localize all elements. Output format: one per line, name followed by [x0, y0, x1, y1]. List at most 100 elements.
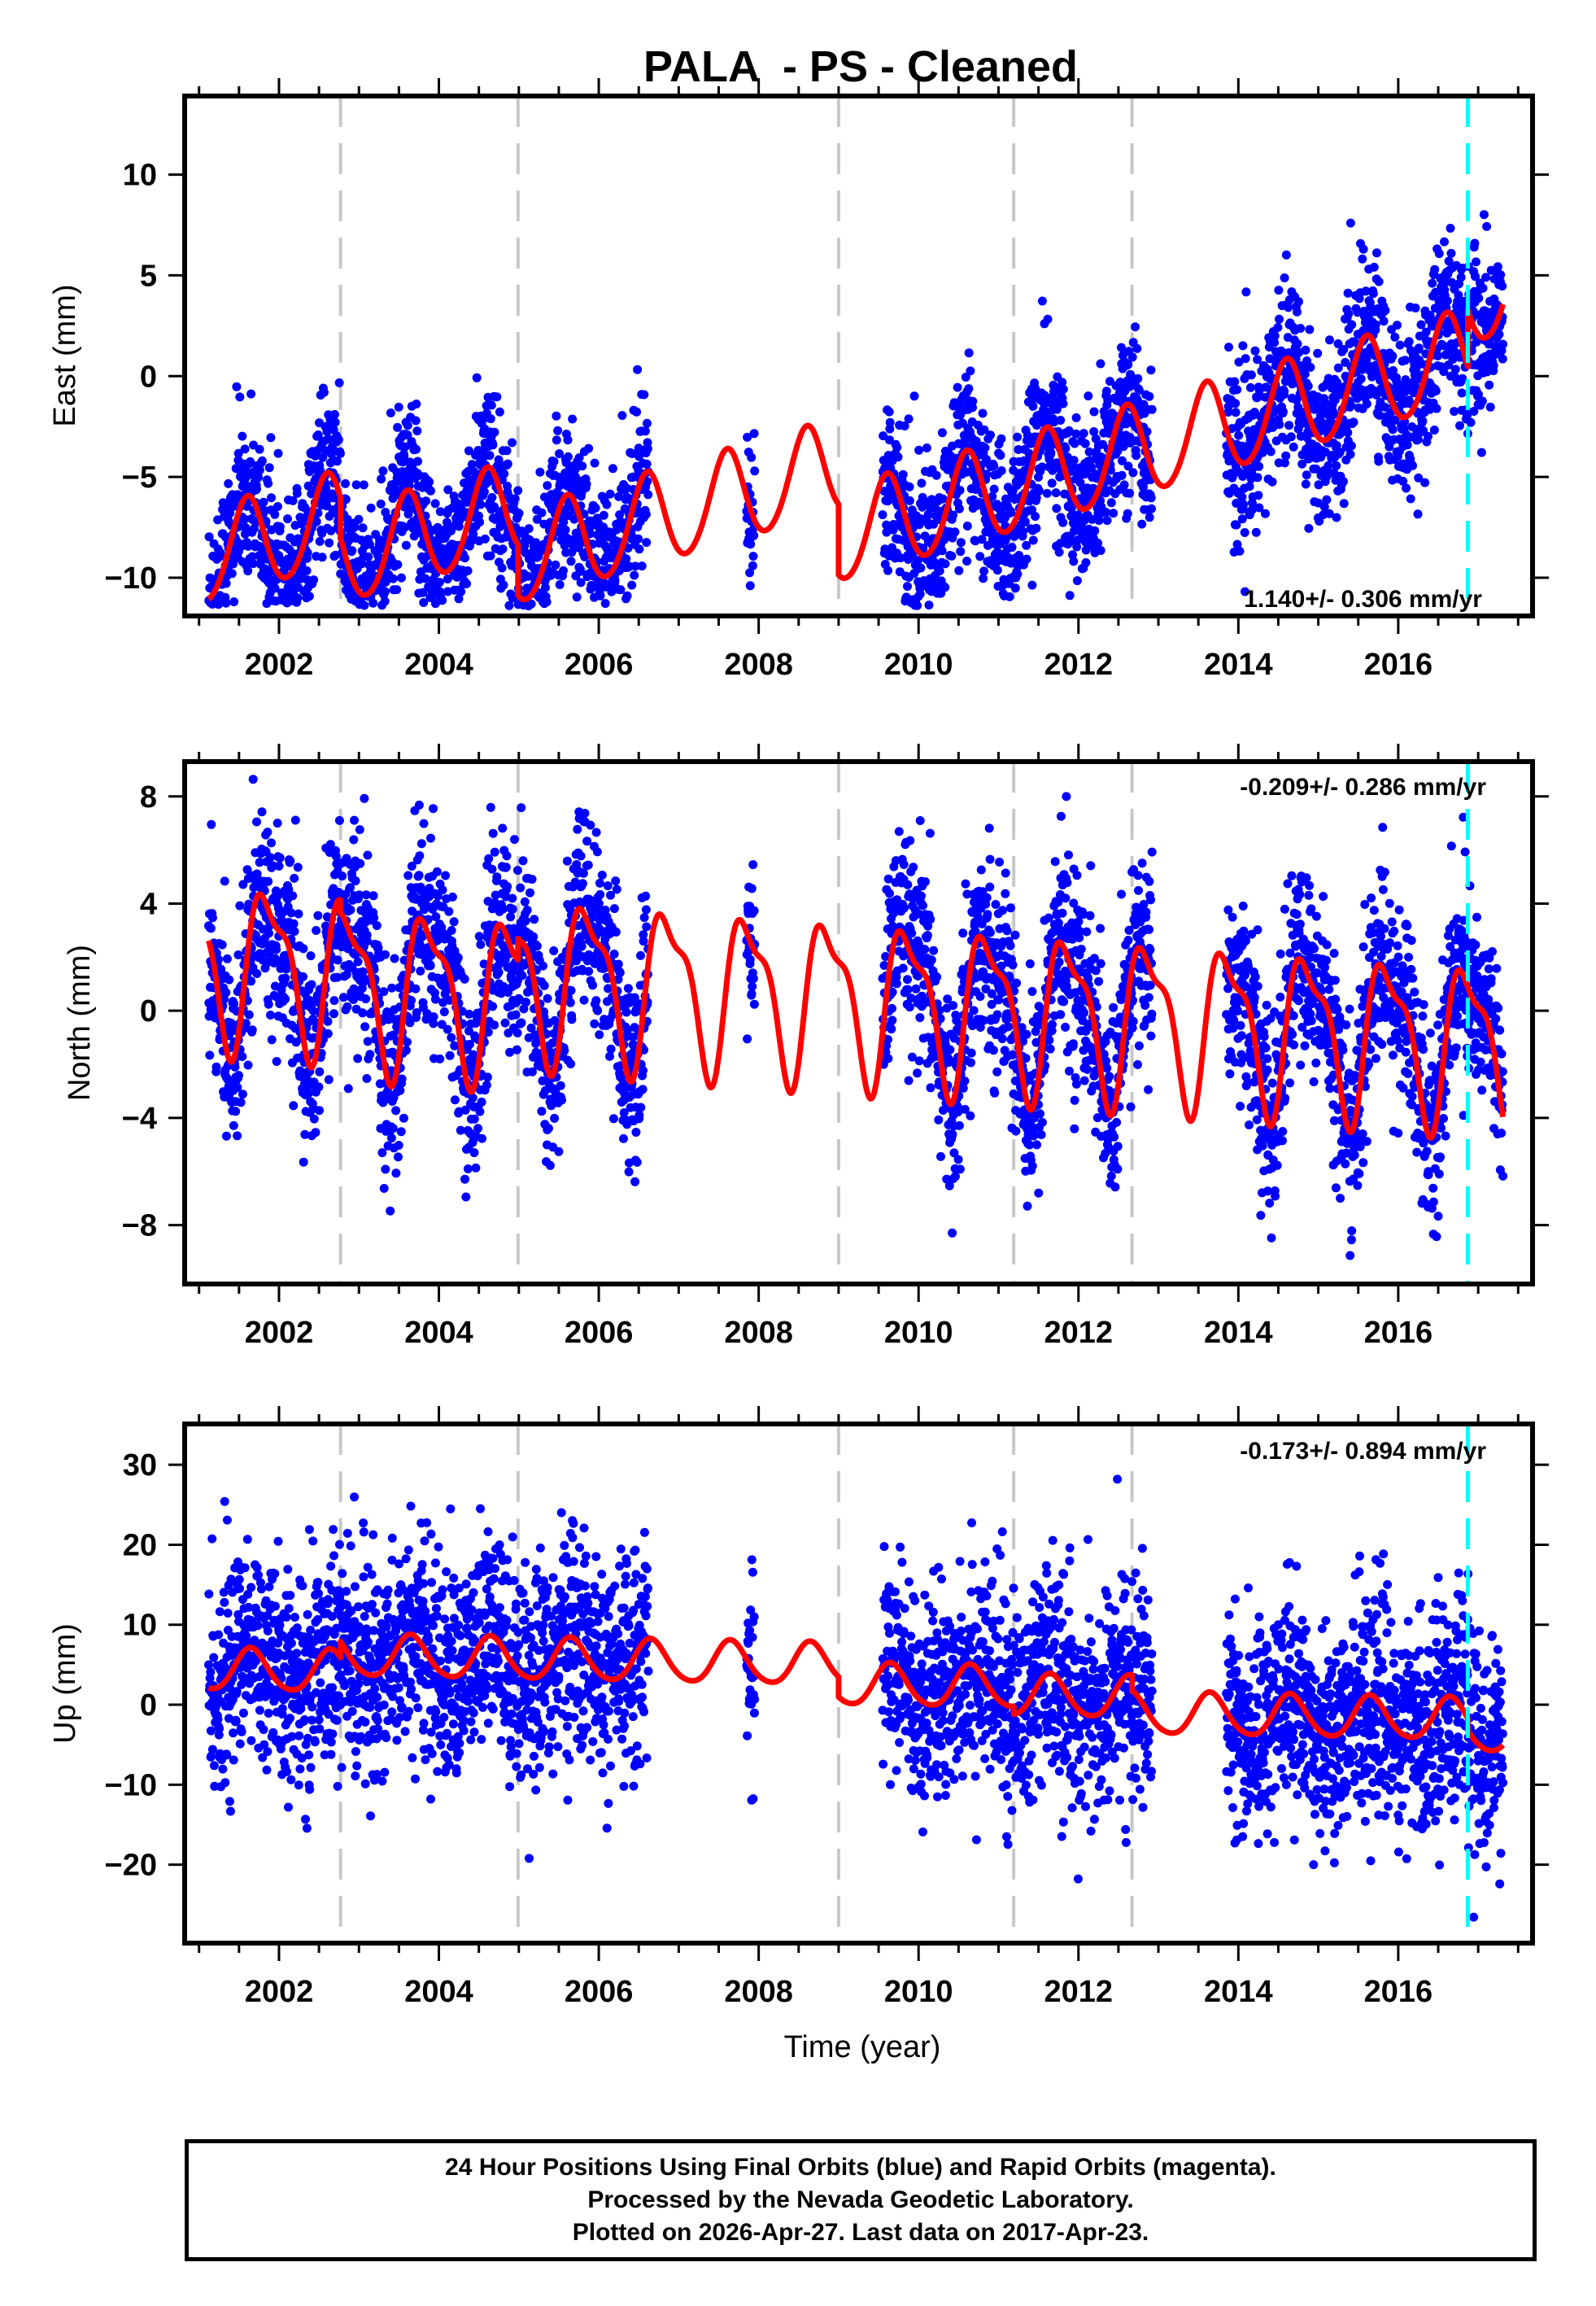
east-data-point	[1306, 362, 1315, 372]
east-data-point	[1343, 428, 1353, 438]
north-data-point	[527, 875, 537, 884]
north-data-point	[363, 850, 373, 860]
east-data-point	[267, 493, 276, 503]
east-data-point	[1056, 416, 1066, 425]
east-data-point	[238, 431, 247, 441]
east-data-point	[224, 478, 233, 488]
east-data-point	[1031, 523, 1041, 533]
east-data-point	[464, 446, 473, 456]
north-data-point	[286, 856, 295, 866]
east-data-point	[1346, 400, 1356, 410]
east-data-point	[1246, 370, 1256, 380]
east-data-point	[1035, 486, 1044, 496]
east-data-point	[1274, 286, 1284, 295]
east-data-point	[750, 466, 760, 476]
east-data-point	[552, 435, 561, 445]
east-data-point	[273, 448, 283, 458]
east-data-point	[968, 396, 978, 406]
east-data-point	[989, 484, 999, 494]
east-data-point	[400, 442, 410, 452]
east-data-point	[1074, 510, 1084, 520]
north-data-point	[274, 861, 284, 871]
east-data-point	[1395, 340, 1405, 350]
east-data-point	[397, 573, 406, 583]
east-data-point	[434, 578, 444, 587]
east-data-point	[486, 400, 496, 410]
east-data-point	[1028, 401, 1038, 411]
north-data-point	[416, 966, 425, 976]
east-data-point	[499, 580, 508, 590]
east-data-point	[586, 529, 595, 539]
east-data-point	[956, 547, 966, 557]
east-x-tick-label: 2004	[404, 648, 473, 682]
east-data-point	[745, 568, 755, 578]
north-data-point	[525, 888, 534, 898]
north-data-point	[315, 1106, 324, 1116]
north-data-point	[299, 1157, 308, 1167]
east-data-point	[315, 536, 325, 546]
east-data-point	[961, 373, 970, 382]
east-data-point	[1102, 516, 1112, 526]
north-data-point	[403, 871, 413, 880]
east-data-point	[1142, 427, 1152, 436]
north-data-point	[500, 1018, 510, 1028]
east-data-point	[400, 522, 410, 532]
north-data-point	[386, 1206, 395, 1216]
east-data-point	[1010, 583, 1020, 593]
east-data-point	[418, 587, 428, 597]
north-data-point	[488, 1002, 498, 1011]
east-data-point	[883, 566, 892, 575]
east-data-point	[1474, 294, 1484, 303]
east-data-point	[1254, 503, 1264, 513]
north-data-point	[554, 1146, 564, 1156]
east-data-point	[381, 577, 390, 587]
east-data-point	[1013, 432, 1023, 442]
north-data-point	[360, 1022, 370, 1032]
north-data-point	[252, 817, 261, 827]
east-data-point	[641, 509, 651, 519]
east-data-point	[312, 517, 321, 526]
east-data-point	[1496, 270, 1506, 280]
east-data-point	[357, 559, 367, 569]
east-data-point	[643, 477, 652, 487]
east-data-point	[1096, 359, 1105, 369]
east-data-point	[642, 418, 652, 428]
east-data-point	[1261, 509, 1270, 518]
east-data-point	[1477, 396, 1487, 406]
east-data-point	[270, 509, 280, 519]
north-data-point	[394, 1152, 403, 1162]
east-data-point	[1420, 478, 1430, 487]
north-data-point	[264, 928, 274, 938]
north-data-point	[517, 1018, 526, 1028]
east-data-point	[377, 474, 386, 484]
east-data-point	[502, 446, 512, 456]
east-data-point	[247, 552, 257, 561]
east-data-point	[324, 435, 334, 444]
east-data-point	[1498, 354, 1507, 364]
east-y-tick-label: 5	[140, 259, 157, 293]
east-data-point	[880, 544, 890, 554]
north-data-point	[425, 961, 435, 971]
east-data-point	[1280, 387, 1289, 396]
east-data-point	[1335, 448, 1345, 457]
north-data-point	[238, 1090, 247, 1099]
north-data-point	[342, 1002, 352, 1011]
north-data-point	[247, 1025, 257, 1035]
east-data-point	[303, 481, 313, 491]
east-data-point	[937, 428, 947, 438]
north-data-point	[562, 856, 572, 866]
east-data-point	[1132, 451, 1141, 461]
east-data-point	[240, 529, 250, 539]
east-x-tick-label: 2008	[724, 648, 793, 682]
east-data-point	[637, 561, 647, 571]
east-data-point	[600, 599, 610, 609]
east-data-point	[393, 560, 403, 570]
east-data-point	[1147, 404, 1157, 414]
east-data-point	[1118, 456, 1127, 465]
east-data-point	[1027, 580, 1037, 590]
north-data-point	[323, 1016, 333, 1026]
north-data-point	[238, 1052, 247, 1061]
east-data-point	[1051, 488, 1061, 498]
east-data-point	[1250, 346, 1260, 356]
